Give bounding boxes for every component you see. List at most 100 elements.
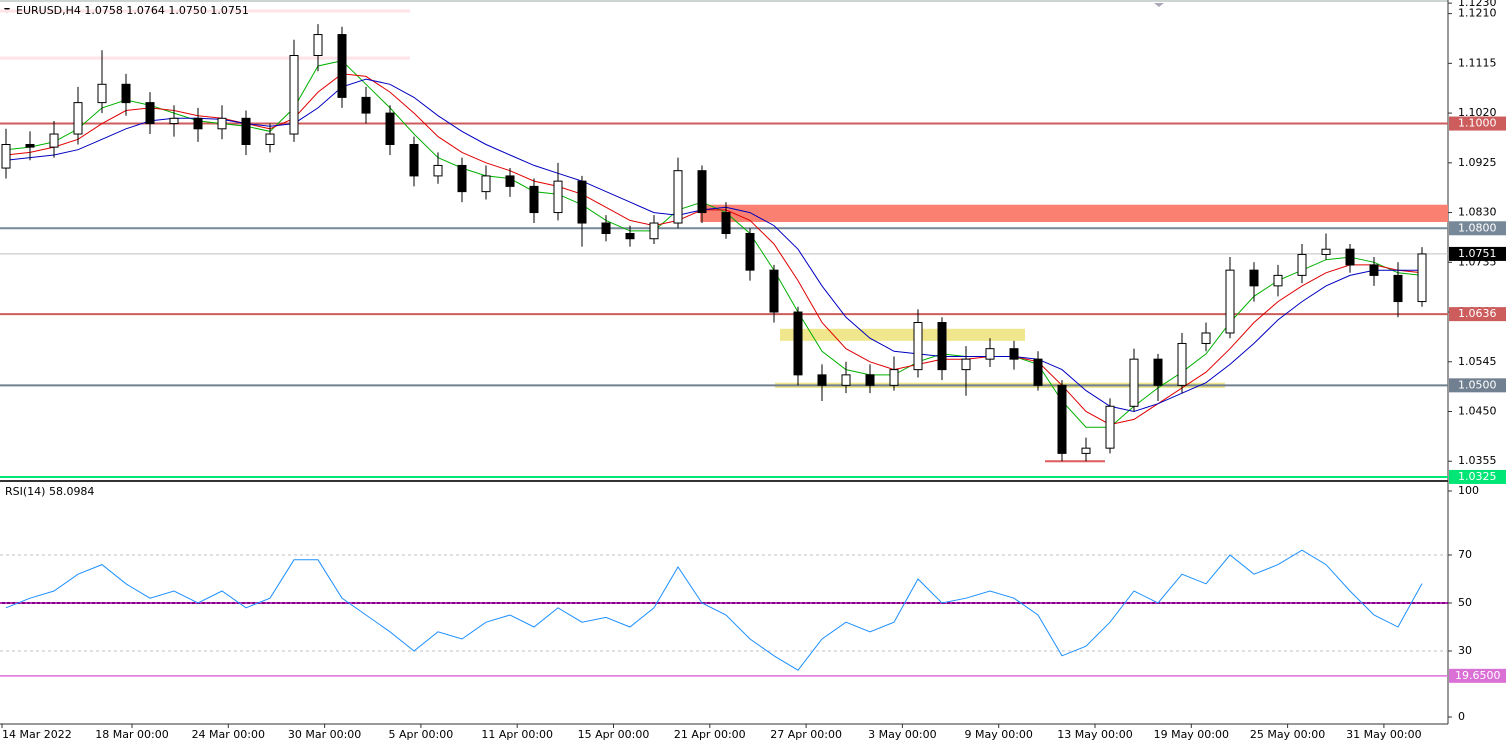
- candle-body: [265, 133, 275, 145]
- candle-body: [937, 322, 947, 371]
- candle-body: [1369, 264, 1379, 276]
- candle-body: [241, 117, 251, 145]
- y-tick-label: 100: [1458, 484, 1479, 497]
- y-tick-label: 1.1230: [1458, 0, 1497, 9]
- x-tick-label: 13 May 00:00: [1057, 728, 1132, 741]
- level-label: 1.0800: [1458, 221, 1497, 234]
- zone: [780, 328, 1025, 341]
- level-label-bg: [1449, 378, 1506, 393]
- candle-body: [721, 212, 731, 235]
- candle-body: [913, 322, 923, 371]
- y-tick-label: 1.0450: [1458, 405, 1497, 418]
- zone: [0, 9, 410, 13]
- candle-body: [889, 369, 899, 386]
- candle-body: [745, 233, 755, 271]
- candle-body: [433, 164, 443, 177]
- zone: [700, 204, 1448, 222]
- level-label-bg: [1449, 469, 1506, 484]
- candle-body: [49, 133, 59, 148]
- indicator-title: RSI(14) 58.0984: [5, 485, 94, 498]
- candle-body: [1201, 332, 1211, 344]
- level-label-bg: [1449, 246, 1506, 261]
- candle-body: [769, 269, 779, 313]
- rsi-line: [5, 549, 1423, 671]
- level-label-bg: [1449, 116, 1506, 131]
- y-tick-label: 1.1115: [1458, 56, 1497, 69]
- y-tick-label: 70: [1458, 548, 1472, 561]
- y-tick-label: 1.1210: [1458, 7, 1497, 20]
- level-label: 1.0325: [1458, 470, 1497, 483]
- candle-body: [481, 175, 491, 193]
- candle-body: [289, 54, 299, 135]
- x-tick-label: 14 Mar 2022: [2, 728, 72, 741]
- candle-body: [121, 83, 131, 104]
- candle-body: [841, 374, 851, 386]
- level-label: 1.1000: [1458, 117, 1497, 130]
- x-tick-label: 24 Mar 00:00: [192, 728, 265, 741]
- candle-body: [385, 112, 395, 145]
- candle-body: [673, 170, 683, 224]
- y-tick-label: 30: [1458, 644, 1472, 657]
- candle-body: [409, 143, 419, 177]
- candle-body: [505, 175, 515, 187]
- x-tick-label: 19 May 00:00: [1154, 728, 1229, 741]
- y-tick-label: 1.0355: [1458, 454, 1497, 467]
- candle-body: [1033, 358, 1043, 386]
- candle-body: [601, 222, 611, 235]
- zone: [0, 56, 410, 60]
- x-tick-label: 9 May 00:00: [964, 728, 1032, 741]
- candle-body: [985, 348, 995, 360]
- level-label: 1.0636: [1458, 307, 1497, 320]
- shift-marker: [1154, 3, 1164, 7]
- candle-body: [577, 180, 587, 224]
- candle-body: [1249, 269, 1259, 287]
- candle-body: [361, 96, 371, 114]
- x-tick-label: 27 Apr 00:00: [770, 728, 842, 741]
- x-tick-label: 21 Apr 00:00: [674, 728, 746, 741]
- candle-body: [25, 143, 35, 148]
- candle-body: [1393, 274, 1403, 303]
- candle-body: [625, 233, 635, 240]
- candle-body: [1417, 253, 1427, 303]
- candle-body: [529, 185, 539, 214]
- candle-body: [1081, 447, 1091, 454]
- candle-body: [1, 143, 11, 169]
- x-tick-label: 5 Apr 00:00: [389, 728, 454, 741]
- candle-body: [817, 374, 827, 386]
- chart-title: EURUSD,H4 1.0758 1.0764 1.0750 1.0751: [16, 4, 249, 17]
- candle-body: [961, 358, 971, 371]
- candle-body: [457, 164, 467, 193]
- candle-body: [697, 170, 707, 214]
- level-label-bg: [1449, 307, 1506, 322]
- candle-body: [649, 222, 659, 240]
- level-label-bg: [1449, 668, 1506, 683]
- y-tick-label: 1.0545: [1458, 355, 1497, 368]
- candle-body: [1177, 342, 1187, 386]
- zone: [1045, 460, 1105, 463]
- x-tick-label: 15 Apr 00:00: [578, 728, 650, 741]
- level-label-bg: [1449, 221, 1506, 236]
- level-label: 19.6500: [1455, 669, 1501, 682]
- x-tick-label: 11 Apr 00:00: [481, 728, 553, 741]
- candle-body: [1273, 274, 1283, 287]
- candle-body: [217, 117, 227, 130]
- level-label: 1.0500: [1458, 378, 1497, 391]
- level-label: 1.0751: [1458, 247, 1497, 260]
- y-tick-label: 0: [1458, 710, 1465, 723]
- candle-body: [1129, 358, 1139, 407]
- candle-body: [793, 311, 803, 376]
- candle-body: [169, 117, 179, 125]
- candle-body: [1321, 248, 1331, 255]
- candle-body: [1105, 405, 1115, 449]
- x-tick-label: 3 May 00:00: [868, 728, 936, 741]
- candle-body: [73, 102, 83, 135]
- candle-body: [193, 117, 203, 130]
- x-tick-label: 18 Mar 00:00: [95, 728, 168, 741]
- y-tick-label: 1.0830: [1458, 206, 1497, 219]
- candle-body: [145, 102, 155, 125]
- candle-body: [1153, 358, 1163, 386]
- x-tick-label: 25 May 00:00: [1250, 728, 1325, 741]
